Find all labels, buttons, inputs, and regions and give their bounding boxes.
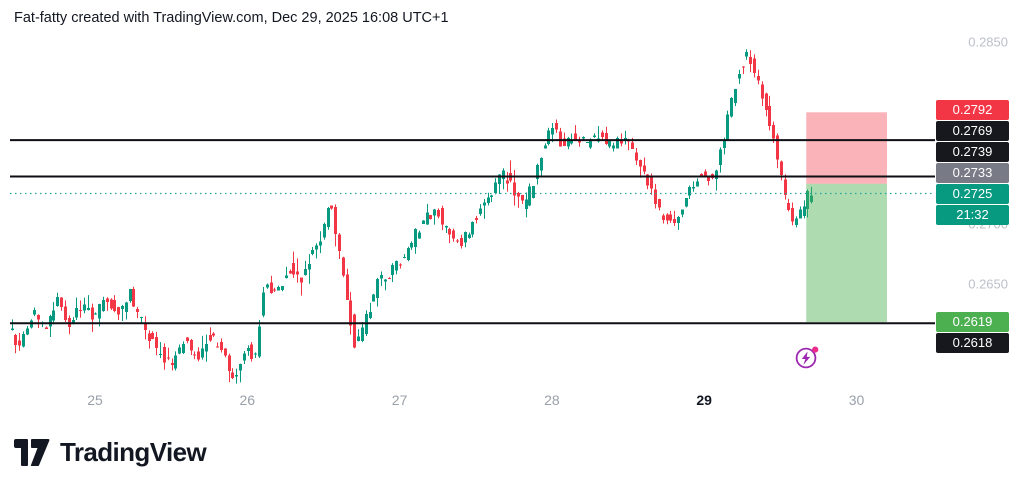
price-tick-label: 0.2850 [968, 34, 1008, 50]
price-badge-stop-loss[interactable]: 0.2792 [936, 99, 1009, 120]
price-badge-entry[interactable]: 0.2733 [936, 162, 1009, 183]
time-axis-label-29: 29 [696, 392, 712, 408]
time-axis-label-25: 25 [87, 392, 103, 408]
level-lines-layer[interactable] [10, 139, 935, 325]
price-badge-last-price[interactable]: 0.2725 [936, 183, 1009, 204]
tradingview-logo-icon [14, 438, 50, 466]
take-profit-zone[interactable] [806, 183, 887, 322]
price-badge-take-profit[interactable]: 0.2619 [936, 311, 1009, 332]
price-badge-level-line[interactable]: 0.2618 [936, 332, 1009, 353]
price-badge-level-line[interactable]: 0.2739 [936, 141, 1009, 162]
time-axis-label-26: 26 [239, 392, 256, 408]
lightning-bolt-icon [801, 351, 811, 365]
time-axis-label-27: 27 [391, 392, 408, 408]
tradingview-logo[interactable]: TradingView [14, 437, 207, 468]
time-axis-label-30: 30 [848, 392, 865, 408]
candles-layer [11, 49, 813, 384]
flash-icon[interactable] [793, 344, 821, 372]
time-axis-label-28: 28 [544, 392, 560, 408]
stop-loss-zone[interactable] [806, 112, 887, 184]
chart-title: Fat-fatty created with TradingView.com, … [14, 10, 449, 26]
flash-notification-dot [812, 346, 819, 353]
price-badge-countdown[interactable]: 21:32 [936, 204, 1009, 225]
price-badge-level-line[interactable]: 0.2769 [936, 120, 1009, 141]
position-zones-layer[interactable] [806, 112, 887, 322]
tradingview-logo-text: TradingView [60, 437, 207, 467]
price-tick-label: 0.2650 [968, 276, 1008, 292]
